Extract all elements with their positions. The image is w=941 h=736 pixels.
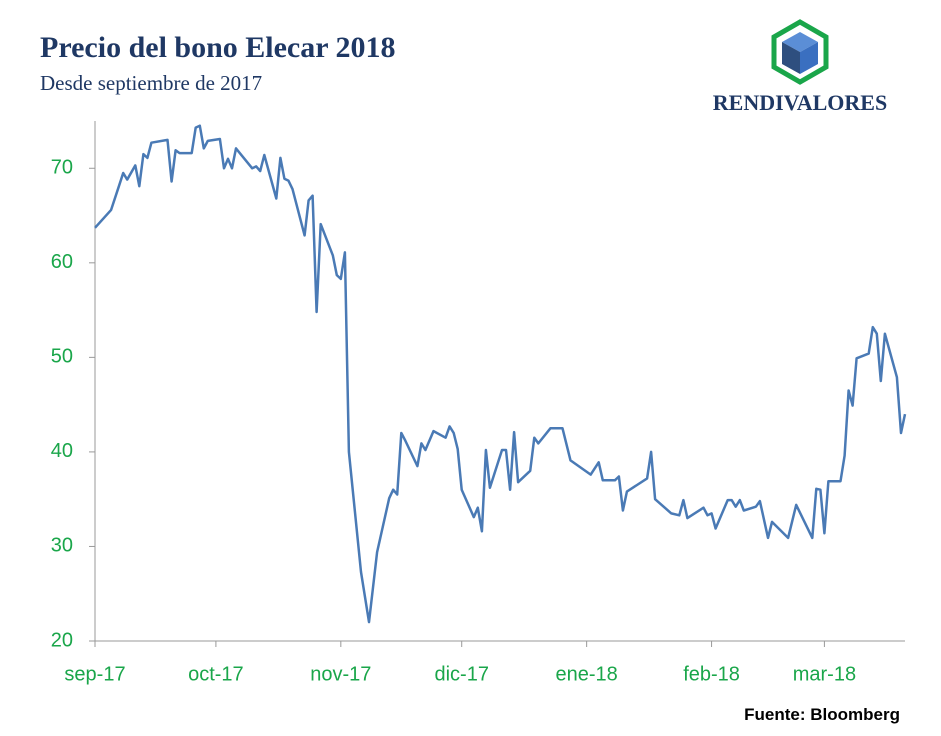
source-note: Fuente: Bloomberg bbox=[744, 705, 900, 724]
y-tick-label: 20 bbox=[51, 629, 73, 651]
logo-icon bbox=[771, 19, 829, 85]
y-tick-label: 40 bbox=[51, 440, 73, 462]
y-tick-label: 60 bbox=[51, 251, 73, 273]
x-tick-label: ene-18 bbox=[556, 663, 618, 685]
x-tick-label: oct-17 bbox=[188, 663, 244, 685]
x-tick-label: nov-17 bbox=[310, 663, 371, 685]
y-tick-label: 70 bbox=[51, 157, 73, 179]
chart-subtitle: Desde septiembre de 2017 bbox=[40, 71, 262, 95]
x-tick-label: sep-17 bbox=[64, 663, 125, 685]
y-tick-label: 50 bbox=[51, 346, 73, 368]
y-tick-label: 30 bbox=[51, 535, 73, 557]
logo-text: RENDIVALORES bbox=[713, 90, 887, 115]
chart-title: Precio del bono Elecar 2018 bbox=[40, 31, 396, 64]
x-tick-label: feb-18 bbox=[683, 663, 740, 685]
price-line bbox=[94, 124, 907, 624]
x-tick-label: mar-18 bbox=[793, 663, 856, 685]
x-tick-label: dic-17 bbox=[434, 663, 488, 685]
